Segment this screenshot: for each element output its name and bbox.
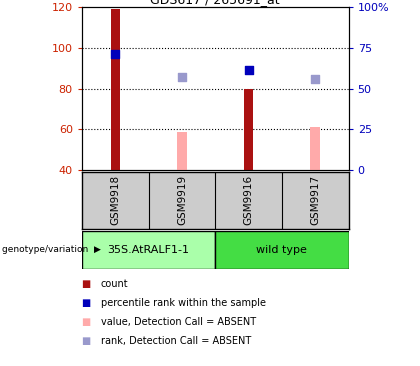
Text: wild type: wild type bbox=[257, 245, 307, 255]
Text: GSM9918: GSM9918 bbox=[110, 175, 120, 225]
Text: ■: ■ bbox=[81, 336, 91, 346]
Text: genotype/variation  ▶: genotype/variation ▶ bbox=[2, 245, 101, 254]
Text: GSM9919: GSM9919 bbox=[177, 175, 187, 225]
Text: ■: ■ bbox=[81, 279, 91, 289]
Text: GSM9916: GSM9916 bbox=[244, 175, 254, 225]
Bar bbox=[215, 231, 349, 269]
Text: count: count bbox=[101, 279, 129, 289]
Bar bbox=[244, 89, 253, 170]
Bar bbox=[177, 131, 186, 170]
Text: 35S.AtRALF1-1: 35S.AtRALF1-1 bbox=[108, 245, 189, 255]
Bar bbox=[310, 127, 320, 170]
Point bbox=[112, 51, 118, 57]
Bar bbox=[111, 10, 120, 170]
Point bbox=[312, 76, 319, 82]
Title: GDS617 / 265691_at: GDS617 / 265691_at bbox=[150, 0, 280, 6]
Text: percentile rank within the sample: percentile rank within the sample bbox=[101, 298, 266, 308]
Text: ■: ■ bbox=[81, 317, 91, 327]
Point bbox=[245, 67, 252, 73]
Text: rank, Detection Call = ABSENT: rank, Detection Call = ABSENT bbox=[101, 336, 251, 346]
Text: ■: ■ bbox=[81, 298, 91, 308]
Point bbox=[178, 74, 185, 79]
Text: value, Detection Call = ABSENT: value, Detection Call = ABSENT bbox=[101, 317, 256, 327]
Text: GSM9917: GSM9917 bbox=[310, 175, 320, 225]
Bar bbox=[82, 231, 215, 269]
